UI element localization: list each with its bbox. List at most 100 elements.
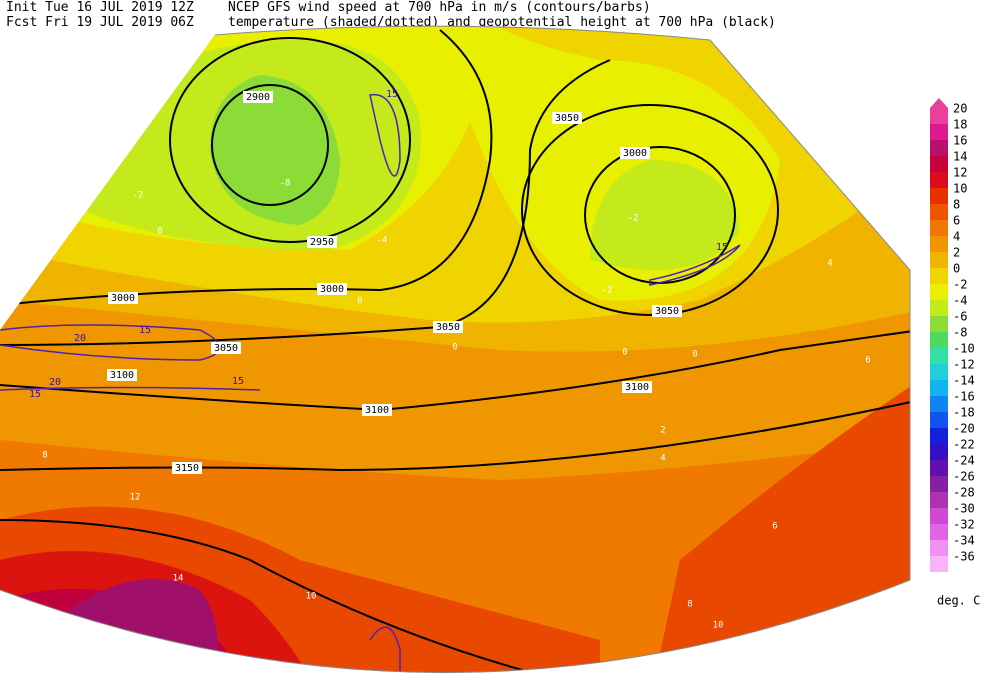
height-label-box [652, 305, 682, 317]
colorbar-unit: deg. C [937, 594, 980, 608]
height-label: 3050 [214, 343, 238, 354]
colorbar-swatch [930, 508, 948, 524]
temperature-label: 0 [157, 227, 162, 237]
temperature-label: -4 [377, 236, 388, 246]
colorbar-swatch [930, 556, 948, 572]
colorbar-label: 0 [953, 262, 960, 276]
colorbar-swatch [930, 332, 948, 348]
height-label: 3150 [175, 463, 199, 474]
height-label-box [552, 112, 582, 124]
temperature-label: 10 [713, 621, 724, 631]
height-label-box [107, 369, 137, 381]
colorbar-label: -12 [953, 358, 975, 372]
colorbar-swatch [930, 476, 948, 492]
temperature-label: 10 [306, 592, 317, 602]
colorbar-arrow [930, 98, 948, 108]
height-label: 3100 [625, 382, 649, 393]
colorbar-swatch [930, 268, 948, 284]
colorbar-label: 12 [953, 166, 967, 180]
colorbar-label: -2 [953, 278, 967, 292]
temperature-label: 6 [865, 356, 870, 366]
colorbar-swatch [930, 540, 948, 556]
contour-labels: 2900 2950 3000 3000 3050 3050 3050 3000 3050 3100… [29, 89, 871, 631]
init-time: Init Tue 16 JUL 2019 12Z [6, 0, 194, 15]
temperature-label: 0 [452, 343, 457, 353]
colorbar-swatch [930, 316, 948, 332]
height-label: 2950 [310, 237, 334, 248]
temperature-label: 8 [687, 600, 692, 610]
colorbar-swatch [930, 412, 948, 428]
colorbar-swatch [930, 252, 948, 268]
height-label-box [307, 236, 337, 248]
wind-label: 15 [386, 89, 398, 100]
colorbar-swatch [930, 156, 948, 172]
temperature-label: 8 [42, 451, 47, 461]
colorbar-label: -18 [953, 406, 975, 420]
colorbar-label: 18 [953, 118, 967, 132]
wind-label: 15 [716, 242, 728, 253]
height-label-box [172, 462, 202, 474]
height-label: 3000 [623, 148, 647, 159]
height-label: 3100 [110, 370, 134, 381]
colorbar-swatch [930, 460, 948, 476]
title-line: NCEP GFS wind speed at 700 hPa in m/s (c… [228, 0, 651, 15]
colorbar-label: 4 [953, 230, 960, 244]
colorbar-label: -10 [953, 342, 975, 356]
colorbar-label: -6 [953, 310, 967, 324]
height-label: 3050 [655, 306, 679, 317]
colorbar-label: 16 [953, 134, 967, 148]
temperature-label: 4 [827, 259, 832, 269]
title-line: temperature (shaded/dotted) and geopoten… [228, 15, 776, 30]
colorbar-swatch [930, 428, 948, 444]
temperature-label: 0 [692, 350, 697, 360]
colorbar-label: 10 [953, 182, 967, 196]
wind-label: 20 [49, 377, 61, 388]
temperature-label: 12 [130, 493, 141, 503]
colorbar-swatch [930, 236, 948, 252]
colorbar-swatch [930, 188, 948, 204]
colorbar-swatch [930, 284, 948, 300]
colorbar-swatch [930, 348, 948, 364]
colorbar-swatch [930, 204, 948, 220]
temperature-label: -2 [133, 191, 144, 201]
wind-label: 15 [139, 325, 151, 336]
colorbar-swatch [930, 396, 948, 412]
colorbar-swatch [930, 124, 948, 140]
colorbar-label: 6 [953, 214, 960, 228]
shaded-field [0, 26, 910, 673]
map-border [0, 25, 911, 674]
height-label-box [622, 381, 652, 393]
height-label-box [317, 283, 347, 295]
colorbar-label: -36 [953, 550, 975, 564]
colorbar-swatch [930, 140, 948, 156]
height-label-box [620, 147, 650, 159]
height-label: 3050 [555, 113, 579, 124]
colorbar-label: 20 [953, 102, 967, 116]
colorbar-label: -30 [953, 502, 975, 516]
colorbar-swatch [930, 108, 948, 124]
colorbar-swatch [930, 300, 948, 316]
height-label-box [433, 321, 463, 333]
temperature-label: -8 [280, 179, 291, 189]
colorbar-label: -4 [953, 294, 967, 308]
wind-label: 15 [232, 376, 244, 387]
temperature-label: 6 [772, 522, 777, 532]
colorbar-label: -22 [953, 438, 975, 452]
wind-label: 15 [29, 389, 41, 400]
height-label: 2900 [246, 92, 270, 103]
forecast-time: Fcst Fri 19 JUL 2019 06Z [6, 15, 194, 30]
temperature-label: 0 [622, 348, 627, 358]
colorbar-swatch [930, 172, 948, 188]
colorbar-label: -14 [953, 374, 975, 388]
colorbar-label: 8 [953, 198, 960, 212]
colorbar-swatch [930, 364, 948, 380]
temperature-label: 0 [357, 297, 362, 307]
height-label-box [362, 404, 392, 416]
colorbar: 20181614121086420-2-4-6-8-10-12-14-16-18… [930, 98, 975, 572]
colorbar-label: 14 [953, 150, 967, 164]
height-label: 3000 [320, 284, 344, 295]
temperature-label: -2 [602, 286, 613, 296]
wind-label: 20 [74, 333, 86, 344]
colorbar-label: -16 [953, 390, 975, 404]
